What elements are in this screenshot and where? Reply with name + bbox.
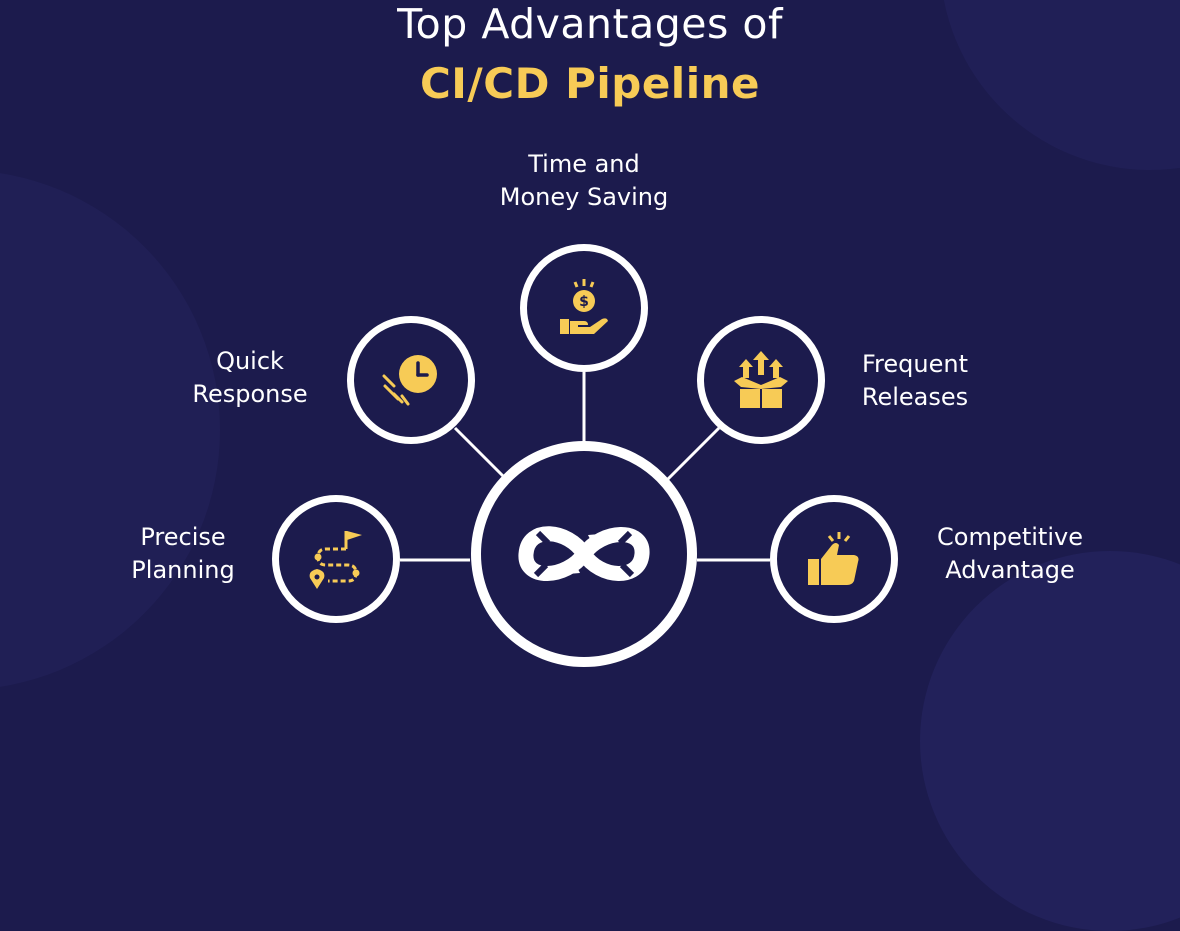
infinity-devops-icon: [518, 526, 650, 581]
box-arrows-up-icon: [734, 351, 788, 408]
connector-line-upper-right: [665, 426, 721, 482]
label-line: Advantage: [945, 556, 1075, 584]
connector-line-upper-left: [453, 426, 505, 478]
label-line: Precise: [140, 523, 226, 551]
title-line-2: CI/CD Pipeline: [419, 59, 760, 108]
node-quick-response: [347, 316, 475, 444]
label-line: Releases: [861, 383, 969, 411]
route-flag-icon: [309, 531, 362, 589]
node-competitive-advantage: [770, 495, 898, 623]
label-line: Quick: [216, 347, 284, 375]
label-time-money: Time and Money Saving: [444, 148, 724, 214]
thumbs-up-icon: [808, 532, 859, 585]
label-precise-planning: Precise Planning: [83, 521, 283, 587]
node-time-money: $: [520, 244, 648, 372]
label-line: Frequent: [862, 350, 968, 378]
node-frequent-releases: [697, 316, 825, 444]
label-line: Competitive: [937, 523, 1083, 551]
title-line-1: Top Advantages of: [397, 0, 783, 48]
label-line: Planning: [131, 556, 235, 584]
label-frequent-releases: Frequent Releases: [815, 348, 1015, 414]
label-line: Money Saving: [499, 183, 669, 211]
node-precise-planning: [272, 495, 400, 623]
label-line: Time and: [528, 150, 640, 178]
label-quick-response: Quick Response: [150, 345, 350, 411]
label-competitive-advantage: Competitive Advantage: [900, 521, 1120, 587]
money-hand-icon: $: [560, 279, 608, 334]
fast-clock-icon: [382, 355, 437, 406]
connector-lines: [400, 372, 770, 562]
hub-circle: [471, 441, 697, 667]
label-line: Response: [192, 380, 308, 408]
svg-text:$: $: [579, 294, 589, 310]
